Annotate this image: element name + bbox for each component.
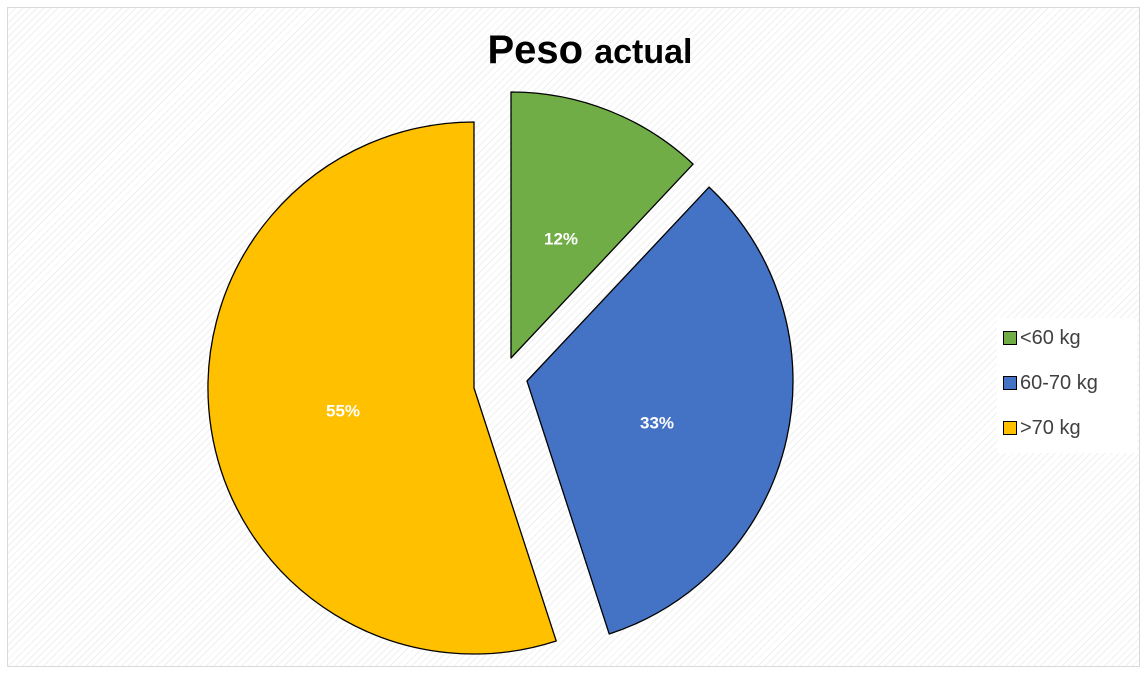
legend-label-over-70: >70 kg [1020, 416, 1081, 439]
pie-slice-over-70 [207, 121, 557, 655]
chart-title-main: Peso [487, 28, 584, 72]
data-label-60-70: 33% [640, 413, 674, 432]
data-label-over-70: 55% [326, 401, 360, 420]
legend-label-60-70: 60-70 kg [1020, 371, 1098, 394]
legend-item-over-70: >70 kg [1003, 415, 1081, 441]
pie-slice-under-60 [510, 91, 694, 359]
legend-item-under-60: <60 kg [1003, 325, 1081, 351]
legend-swatch-over-70 [1003, 421, 1017, 435]
pie-slice-60-70 [526, 186, 794, 635]
legend-swatch-under-60 [1003, 331, 1017, 345]
chart-title: Peso actual [0, 28, 1147, 73]
chart-legend: <60 kg 60-70 kg >70 kg [997, 318, 1137, 453]
legend-item-60-70: 60-70 kg [1003, 370, 1098, 396]
legend-swatch-60-70 [1003, 376, 1017, 390]
data-label-under-60: 12% [544, 229, 578, 248]
legend-label-under-60: <60 kg [1020, 326, 1081, 349]
chart-title-secondary: actual [594, 33, 693, 71]
